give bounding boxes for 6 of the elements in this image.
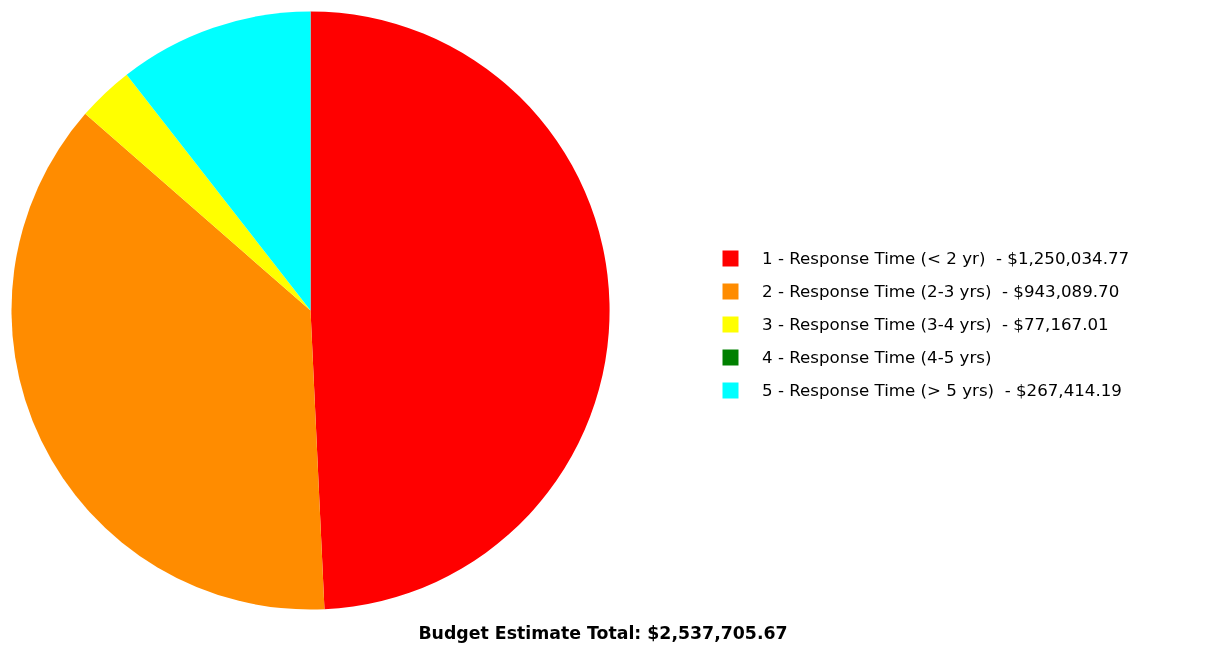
- text: Budget Estimate Total: $2,537,705.67: [418, 622, 788, 643]
- legend-label: 4 - Response Time (4-5 yrs): [762, 347, 992, 367]
- legend-label: 1 - Response Time (< 2 yr) - $1,250,034.77: [762, 248, 1130, 268]
- legend-label: 3 - Response Time (3-4 yrs) - $77,167.01: [762, 314, 1109, 334]
- legend-label: 5 - Response Time (> 5 yrs) - $267,414.19: [762, 380, 1122, 400]
- legend-label: 2 - Response Time (2-3 yrs) - $943,089.70: [762, 281, 1120, 301]
